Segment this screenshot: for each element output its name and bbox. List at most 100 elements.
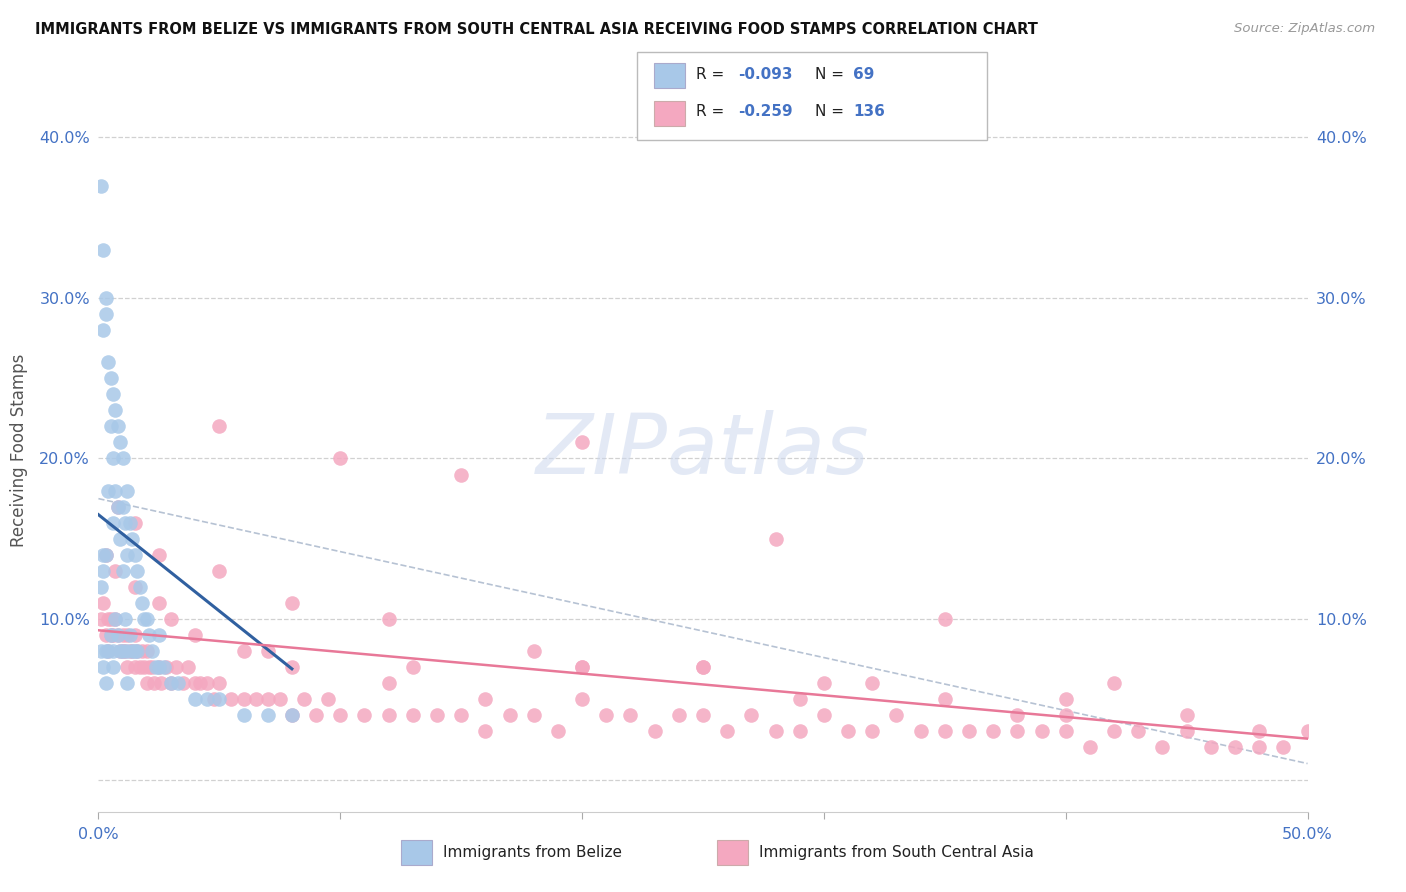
Point (101, 628, 124, 642)
Point (90, 644, 112, 658)
Point (101, 387, 124, 401)
Y-axis label: Receiving Food Stamps: Receiving Food Stamps (10, 354, 28, 547)
Point (94, 307, 117, 321)
Point (860, 676, 883, 690)
Point (208, 692, 231, 706)
Point (245, 692, 267, 706)
Point (281, 708, 304, 723)
Point (138, 628, 160, 642)
Point (256, 692, 278, 706)
Point (114, 644, 136, 658)
Point (107, 500, 129, 514)
Point (94, 291, 117, 305)
Point (281, 660, 304, 674)
Point (104, 612, 127, 626)
Point (232, 644, 254, 658)
Point (1223, 740, 1246, 755)
Point (305, 708, 328, 723)
Point (1007, 724, 1029, 739)
Point (1054, 692, 1077, 706)
Point (108, 532, 131, 546)
Point (100, 628, 122, 642)
Point (377, 708, 399, 723)
Point (208, 419, 231, 434)
Point (789, 724, 811, 739)
Point (101, 451, 124, 466)
Point (1102, 724, 1125, 739)
Point (377, 676, 399, 690)
Point (131, 596, 153, 610)
Text: ZIPatlas: ZIPatlas (536, 410, 870, 491)
Point (128, 580, 150, 594)
Point (100, 628, 122, 642)
Point (104, 564, 127, 578)
Point (148, 660, 170, 674)
Point (118, 628, 141, 642)
Point (141, 644, 163, 658)
Point (155, 660, 177, 674)
Point (150, 676, 173, 690)
Point (281, 708, 304, 723)
Point (90, 612, 112, 626)
Point (329, 708, 352, 723)
Text: R =: R = (696, 104, 730, 119)
Point (160, 612, 183, 626)
Point (402, 660, 425, 674)
Point (837, 724, 859, 739)
Point (184, 676, 207, 690)
Point (134, 612, 156, 626)
Point (148, 628, 170, 642)
Point (1199, 740, 1222, 755)
Point (94, 628, 117, 642)
Point (97, 355, 120, 369)
Point (124, 660, 146, 674)
Text: R =: R = (696, 67, 730, 81)
Point (1249, 724, 1271, 739)
Point (1272, 740, 1295, 755)
Point (232, 692, 254, 706)
Point (232, 708, 254, 723)
Point (111, 500, 134, 514)
Point (934, 692, 956, 706)
Point (135, 644, 157, 658)
Point (114, 516, 136, 530)
Point (134, 660, 156, 674)
Point (377, 612, 399, 626)
Point (121, 532, 143, 546)
Point (813, 708, 835, 723)
Point (100, 419, 122, 434)
Point (124, 580, 146, 594)
Point (1102, 676, 1125, 690)
Text: Source: ZipAtlas.com: Source: ZipAtlas.com (1234, 22, 1375, 36)
Point (124, 548, 146, 562)
Point (1249, 740, 1271, 755)
Point (100, 612, 122, 626)
Point (91, 596, 114, 610)
Point (426, 708, 449, 723)
Point (1054, 724, 1077, 739)
Point (117, 660, 139, 674)
Point (111, 644, 134, 658)
Point (450, 708, 472, 723)
Point (1078, 740, 1101, 755)
Point (143, 676, 166, 690)
Point (177, 660, 200, 674)
Point (104, 612, 127, 626)
Point (981, 724, 1004, 739)
Point (595, 708, 617, 723)
Point (107, 628, 129, 642)
Text: 69: 69 (853, 67, 875, 81)
Point (91, 564, 114, 578)
Point (1152, 740, 1174, 755)
Point (124, 628, 146, 642)
Point (94, 644, 117, 658)
Point (141, 660, 163, 674)
Point (127, 564, 149, 578)
Point (97, 644, 120, 658)
Point (91, 323, 114, 337)
Point (692, 660, 714, 674)
Point (90, 580, 112, 594)
Point (131, 644, 153, 658)
Point (165, 660, 187, 674)
Point (148, 596, 170, 610)
